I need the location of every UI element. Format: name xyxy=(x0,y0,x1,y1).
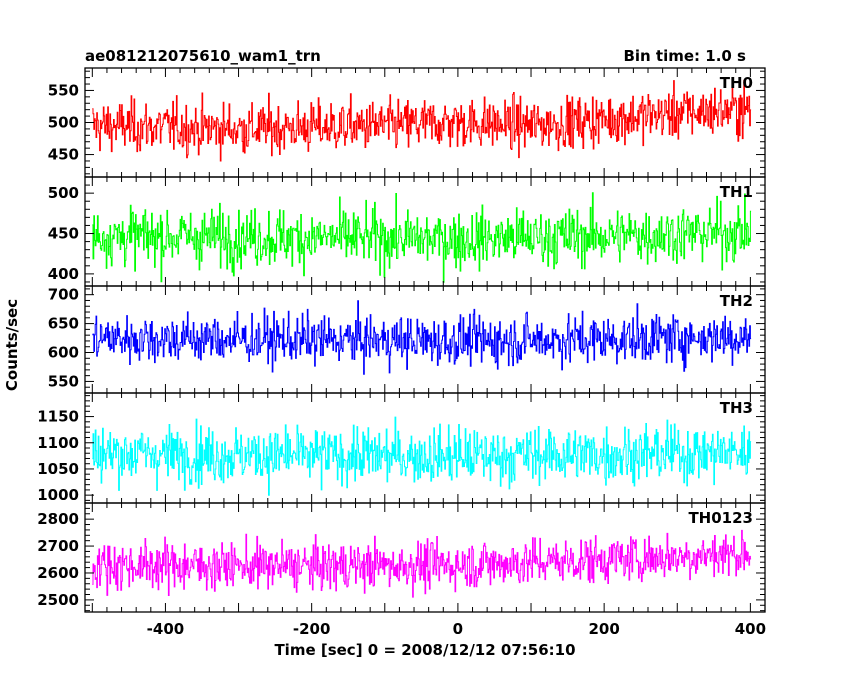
series-line-th2 xyxy=(92,300,752,375)
panel-th3: 1000 1050 1100 1150 TH3 xyxy=(37,392,766,504)
y-tick-label: 600 xyxy=(48,344,79,362)
y-tick-label: 450 xyxy=(48,225,79,243)
y-tick-label: 500 xyxy=(48,114,79,132)
panel-label-th3: TH3 xyxy=(720,399,753,417)
x-tick-label: -200 xyxy=(293,620,331,638)
y-tick-label: 1050 xyxy=(37,460,79,478)
y-tick-label: 1000 xyxy=(37,486,79,504)
series-line-th0 xyxy=(92,79,752,162)
y-tick-label: 2600 xyxy=(37,564,79,582)
y-tick-label: 700 xyxy=(48,286,79,304)
panel-th1: 400 450 500 TH1 xyxy=(48,176,766,287)
y-tick-label: 1100 xyxy=(37,434,79,452)
y-tick-label: 400 xyxy=(48,265,79,283)
y-axis-label: Counts/sec xyxy=(3,299,21,391)
y-tick-label: 2500 xyxy=(37,591,79,609)
x-axis-label: Time [sec] 0 = 2008/12/12 07:56:10 xyxy=(274,641,575,659)
y-tick-label: 650 xyxy=(48,315,79,333)
x-tick-label: 200 xyxy=(588,620,619,638)
panel-th0: 450 500 550 TH0 xyxy=(48,67,766,178)
panel-th0123: 2500 2600 2700 2800 TH0123 xyxy=(37,502,766,613)
y-tick-label: 550 xyxy=(48,372,79,390)
y-tick-label: 450 xyxy=(48,146,79,164)
panels-group: 450 500 550 TH0 400 450 500 TH1 550 600 650 700 TH2 1… xyxy=(37,67,766,638)
y-tick-label: 1150 xyxy=(37,408,79,426)
series-line-th3 xyxy=(92,416,752,496)
y-tick-label: 500 xyxy=(48,184,79,202)
bin-time-label: Bin time: 1.0 s xyxy=(623,47,746,65)
panel-label-th1: TH1 xyxy=(720,183,753,201)
panel-label-th2: TH2 xyxy=(720,292,753,310)
panel-label-th0123: TH0123 xyxy=(688,509,753,527)
series-line-th0123 xyxy=(92,529,752,598)
panel-frame xyxy=(84,502,766,613)
x-tick-label: -400 xyxy=(147,620,185,638)
series-line-th1 xyxy=(92,192,752,283)
y-tick-label: 2800 xyxy=(37,510,79,528)
panel-th2: 550 600 650 700 TH2 xyxy=(48,285,766,394)
x-tick-label: 0 xyxy=(453,620,463,638)
panel-label-th0: TH0 xyxy=(720,74,753,92)
y-tick-label: 550 xyxy=(48,81,79,99)
y-tick-label: 2700 xyxy=(37,537,79,555)
chart-title: ae081212075610_wam1_trn xyxy=(85,47,321,65)
x-tick-label: 400 xyxy=(735,620,766,638)
